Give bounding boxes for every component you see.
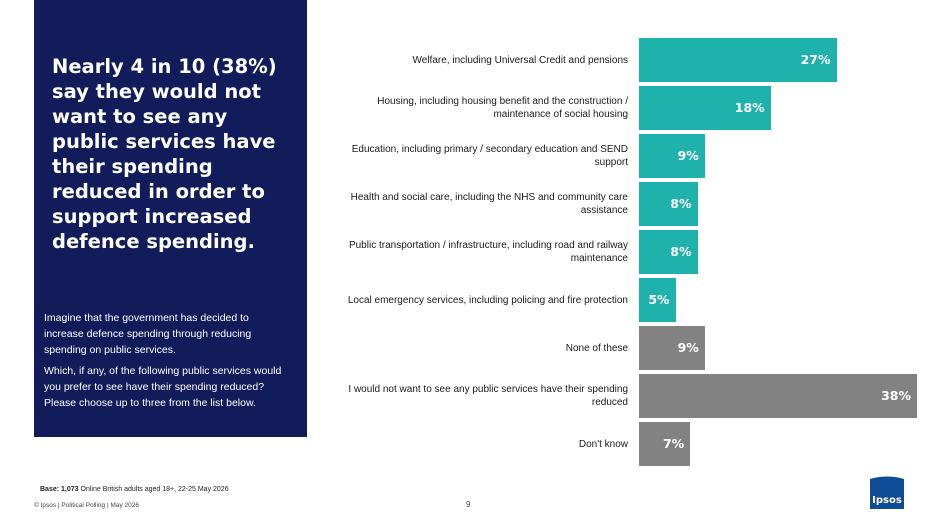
bar [639,38,837,82]
category-label: Housing, including housing benefit and t… [377,96,628,120]
category-label: Don't know [578,438,628,450]
copyright: © Ipsos | Political Polling | May 2026 [34,502,139,509]
category-label: Education, including primary / secondary… [351,144,628,168]
panel-shape [34,0,307,437]
question-paragraph-2: Which, if any, of the following public s… [44,365,282,409]
bar [639,230,698,274]
page-number: 9 [466,500,471,509]
category-label: Welfare, including Universal Credit and … [412,54,628,66]
bar-value-label: 9% [677,148,699,163]
bar [639,134,705,178]
bar-value-label: 18% [734,100,765,115]
base-label: Base: [40,486,60,493]
question-paragraph-1: Imagine that the government has decided … [44,312,252,356]
bar [639,86,771,130]
base-count: 1,073 [61,486,79,493]
base-text: Online British adults aged 18+, 22-25 Ma… [80,486,229,493]
bar [639,278,676,322]
base-note: Base: 1,073 Online British adults aged 1… [40,486,229,493]
ipsos-logo-icon: Ipsos [870,476,904,509]
logo-text: Ipsos [872,495,902,506]
category-label: None of these [565,342,628,354]
bar-value-label: 38% [881,388,911,403]
bar-chart: Welfare, including Universal Credit and … [320,0,940,480]
category-label: Local emergency services, including poli… [347,294,628,306]
headline: Nearly 4 in 10 (38%) say they would not … [52,55,277,253]
bar-value-label: 27% [800,52,831,67]
bar-value-label: 7% [662,436,685,451]
ipsos-logo: Ipsos [868,475,906,511]
summary-panel: Nearly 4 in 10 (38%) say they would not … [34,0,307,437]
category-label: Public transportation / infrastructure, … [348,240,628,264]
bar-value-label: 9% [677,340,699,355]
category-label: I would not want to see any public servi… [348,384,628,408]
question-text: Imagine that the government has decided … [44,310,284,416]
bar [639,182,698,226]
bar-value-label: 8% [670,244,692,259]
bar [639,326,705,370]
bar-value-label: 8% [670,196,692,211]
bar-value-label: 5% [648,292,670,307]
category-label: Health and social care, including the NH… [350,192,628,216]
bar [639,374,917,418]
bar [639,422,691,466]
